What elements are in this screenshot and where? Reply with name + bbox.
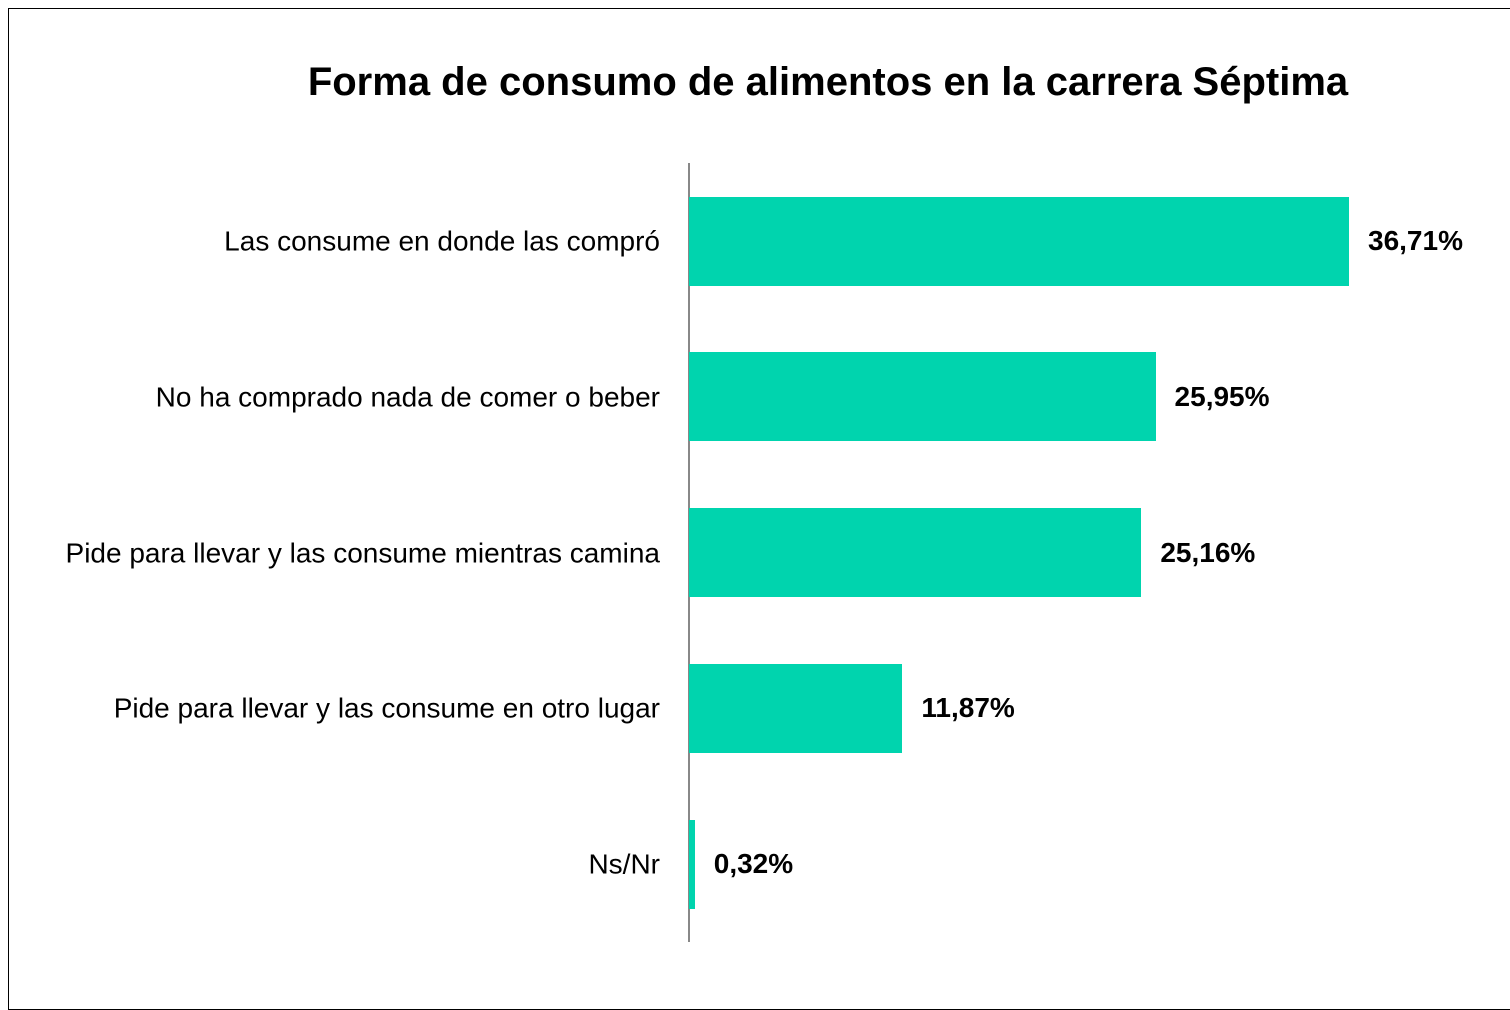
value-label: 36,71% <box>1368 225 1463 256</box>
value-label: 11,87% <box>921 692 1015 724</box>
category-label: No ha comprado nada de comer o beber <box>155 381 660 413</box>
category-label: Las consume en donde las compró <box>224 225 660 257</box>
bar <box>689 819 695 909</box>
category-label: Pide para llevar y las consume mientras … <box>65 537 660 568</box>
category-label: Pide para llevar y las consume en otro l… <box>113 692 660 724</box>
value-label: 0,32% <box>713 848 794 879</box>
value-label: 25,16% <box>1160 536 1256 568</box>
bar <box>689 352 1156 442</box>
chart-title: Forma de consumo de alimentos en la carr… <box>307 60 1349 104</box>
bar <box>689 663 903 753</box>
category-label: Ns/Nr <box>588 848 660 880</box>
category-axis <box>688 163 690 942</box>
bar <box>689 508 1142 597</box>
value-label: 25,95% <box>1174 380 1270 412</box>
bar <box>689 196 1349 286</box>
